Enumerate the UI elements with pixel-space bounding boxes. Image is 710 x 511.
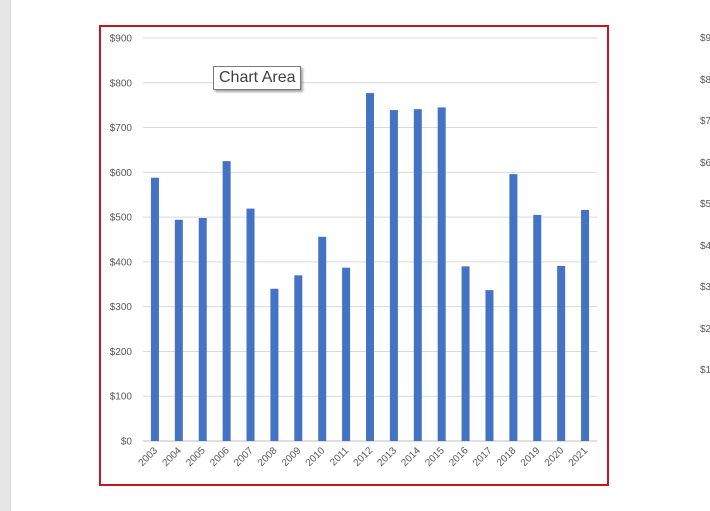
bar	[557, 265, 566, 441]
y-tick-label: $700	[110, 123, 133, 134]
x-tick-label: 2021	[567, 445, 591, 469]
x-tick-label: 2016	[447, 445, 471, 469]
bar	[437, 107, 446, 442]
adjacent-y-tick-label: $6	[700, 157, 710, 169]
bar	[246, 208, 255, 441]
x-tick-label: 2005	[184, 445, 208, 469]
x-tick-label: 2003	[137, 445, 161, 469]
x-tick-label: 2012	[352, 445, 376, 469]
x-tick-label: 2011	[328, 445, 351, 468]
x-tick-label: 2017	[471, 445, 495, 469]
bar	[174, 219, 183, 441]
bar	[581, 209, 590, 441]
y-tick-label: $900	[110, 34, 133, 45]
x-tick-label: 2014	[399, 445, 423, 469]
bar	[150, 177, 159, 441]
bar	[342, 267, 351, 441]
bar	[270, 288, 279, 441]
window-left-edge	[0, 0, 11, 511]
x-tick-label: 2006	[208, 445, 232, 469]
y-tick-label: $600	[110, 168, 133, 179]
bar	[222, 161, 231, 441]
x-tick-label: 2013	[376, 445, 400, 469]
y-tick-label: $0	[121, 437, 133, 448]
x-tick-label: 2019	[519, 445, 543, 469]
y-tick-label: $100	[110, 392, 133, 403]
x-tick-label: 2008	[256, 445, 280, 469]
y-tick-label: $300	[110, 302, 133, 313]
chart-area-tooltip: Chart Area	[213, 66, 302, 90]
x-tick-label: 2004	[160, 445, 184, 469]
x-tick-label: 2009	[280, 445, 304, 469]
adjacent-y-tick-label: $3	[700, 282, 710, 293]
adjacent-y-tick-label: $9	[700, 33, 710, 44]
bar	[509, 174, 518, 441]
adjacent-y-tick-label: $2	[700, 323, 710, 335]
adjacent-y-tick-label: $8	[700, 74, 710, 86]
bar	[461, 266, 470, 441]
y-tick-label: $800	[110, 78, 133, 89]
bar	[318, 236, 327, 441]
bar	[389, 110, 398, 441]
bar	[485, 290, 494, 441]
x-tick-label: 2007	[232, 445, 256, 469]
bar	[198, 218, 207, 441]
adjacent-y-tick-label: $5	[700, 199, 710, 210]
x-tick-label: 2015	[423, 445, 447, 469]
y-tick-label: $400	[110, 257, 133, 268]
adjacent-y-tick-label: $1	[700, 365, 710, 376]
adjacent-y-tick-label: $7	[700, 116, 710, 127]
y-tick-label: $200	[110, 347, 133, 358]
x-tick-label: 2018	[495, 445, 519, 469]
bar	[533, 214, 542, 441]
bar	[366, 93, 374, 442]
bar	[413, 109, 422, 442]
x-tick-label: 2010	[304, 445, 328, 469]
adjacent-y-tick-label: $4	[700, 240, 710, 252]
bar	[294, 275, 303, 441]
y-tick-label: $500	[110, 213, 133, 224]
chart-area[interactable]	[99, 25, 609, 486]
x-tick-label: 2020	[543, 445, 567, 469]
